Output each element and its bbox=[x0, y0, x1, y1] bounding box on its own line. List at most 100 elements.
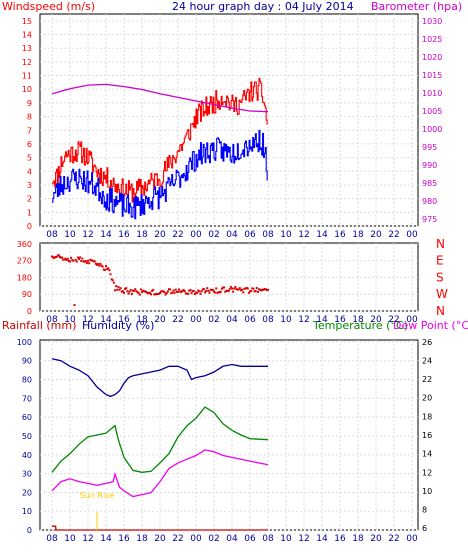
direction-point bbox=[106, 268, 109, 271]
direction-point bbox=[241, 288, 244, 291]
direction-point bbox=[150, 293, 152, 296]
direction-point bbox=[126, 290, 129, 293]
direction-point bbox=[138, 293, 141, 296]
direction-point bbox=[264, 288, 267, 291]
direction-point bbox=[215, 287, 218, 290]
x-tick-label-3-6: 20 bbox=[154, 534, 166, 544]
direction-point bbox=[154, 292, 157, 295]
direction-point bbox=[210, 289, 213, 292]
y-tick-label-3-9: 90 bbox=[22, 357, 32, 366]
direction-point bbox=[125, 287, 128, 290]
direction-point bbox=[156, 292, 159, 295]
direction-point bbox=[175, 290, 178, 293]
y-right-tick-label-1-5: 1000 bbox=[422, 125, 442, 134]
direction-point bbox=[243, 287, 246, 290]
y-tick-label-1-11: 11 bbox=[22, 72, 32, 81]
direction-point bbox=[65, 259, 68, 262]
direction-point bbox=[190, 292, 193, 295]
direction-point bbox=[260, 289, 263, 292]
direction-point bbox=[216, 291, 219, 294]
direction-point bbox=[148, 291, 151, 294]
direction-point bbox=[202, 287, 205, 290]
y-tick-label-2-2: 180 bbox=[17, 273, 32, 282]
direction-point bbox=[227, 290, 230, 293]
direction-point bbox=[187, 292, 190, 295]
direction-point bbox=[76, 256, 79, 259]
direction-point bbox=[151, 289, 154, 292]
series-wind_direction bbox=[51, 254, 269, 307]
y-right-tick-label-1-1: 980 bbox=[422, 197, 437, 206]
direction-point bbox=[256, 290, 259, 293]
direction-point bbox=[89, 258, 92, 261]
direction-point bbox=[236, 288, 239, 291]
direction-point bbox=[252, 287, 255, 290]
direction-point bbox=[181, 289, 184, 292]
direction-point bbox=[224, 290, 227, 293]
direction-point bbox=[87, 259, 89, 262]
x-tick-label-1-0: 08 bbox=[46, 230, 58, 240]
y-right-tick-label-1-6: 1005 bbox=[422, 107, 442, 116]
direction-point bbox=[165, 292, 168, 295]
direction-point bbox=[97, 262, 100, 265]
x-tick-label-2-6: 20 bbox=[154, 315, 166, 325]
direction-point bbox=[93, 260, 96, 263]
y-tick-label-3-1: 10 bbox=[22, 507, 32, 516]
direction-point bbox=[157, 292, 160, 295]
x-tick-label-2-16: 16 bbox=[334, 315, 346, 325]
direction-point bbox=[75, 260, 78, 263]
x-tick-label-2-1: 10 bbox=[64, 315, 76, 325]
x-tick-label-1-4: 16 bbox=[118, 230, 130, 240]
x-tick-label-3-5: 18 bbox=[136, 534, 148, 544]
y-tick-label-1-3: 3 bbox=[27, 181, 32, 190]
barometer-axis-title: Barometer (hpa) bbox=[371, 0, 462, 13]
x-tick-label-1-5: 18 bbox=[136, 230, 148, 240]
direction-point bbox=[189, 289, 192, 292]
x-tick-label-1-20: 00 bbox=[406, 230, 418, 240]
direction-point bbox=[238, 287, 241, 290]
y-tick-label-1-9: 9 bbox=[27, 99, 32, 108]
direction-point bbox=[197, 289, 200, 292]
direction-point bbox=[250, 290, 253, 293]
direction-point bbox=[231, 287, 233, 290]
direction-point bbox=[88, 262, 91, 265]
y-tick-label-1-7: 7 bbox=[27, 126, 32, 135]
direction-point bbox=[90, 259, 93, 262]
direction-point bbox=[219, 290, 222, 293]
direction-point bbox=[141, 291, 143, 294]
direction-point bbox=[135, 290, 138, 293]
direction-point bbox=[52, 256, 55, 259]
direction-point bbox=[62, 258, 65, 261]
direction-point bbox=[55, 255, 58, 258]
y-tick-label-1-4: 4 bbox=[27, 167, 32, 176]
direction-point bbox=[142, 289, 145, 292]
y-right-tick-label-1-4: 995 bbox=[422, 143, 437, 152]
direction-point bbox=[218, 291, 221, 294]
y-right-tick-label-3-7: 20 bbox=[422, 394, 432, 403]
direction-point bbox=[79, 256, 82, 259]
direction-point bbox=[98, 264, 101, 267]
direction-point bbox=[234, 285, 237, 288]
y-right-tick-label-1-7: 1010 bbox=[422, 89, 442, 98]
y-right-tick-label-3-8: 22 bbox=[422, 375, 432, 384]
direction-point bbox=[226, 289, 229, 292]
direction-point bbox=[81, 257, 84, 260]
windspeed-axis-title: Windspeed (m/s) bbox=[2, 0, 95, 13]
y-tick-label-1-6: 6 bbox=[27, 140, 32, 149]
direction-point bbox=[58, 255, 61, 258]
direction-point bbox=[178, 288, 181, 291]
direction-point bbox=[130, 292, 133, 295]
x-tick-label-2-17: 18 bbox=[352, 315, 364, 325]
y-tick-label-3-8: 80 bbox=[22, 376, 32, 385]
direction-point bbox=[255, 286, 258, 289]
direction-point bbox=[115, 285, 118, 288]
direction-point bbox=[163, 291, 166, 294]
direction-point bbox=[134, 288, 137, 291]
y-tick-label-3-2: 20 bbox=[22, 488, 32, 497]
direction-point bbox=[63, 258, 66, 261]
y-right-tick-label-3-1: 8 bbox=[422, 506, 427, 515]
direction-point bbox=[182, 288, 185, 291]
x-tick-label-2-13: 10 bbox=[280, 315, 292, 325]
direction-point bbox=[111, 279, 114, 282]
direction-point bbox=[169, 288, 172, 291]
